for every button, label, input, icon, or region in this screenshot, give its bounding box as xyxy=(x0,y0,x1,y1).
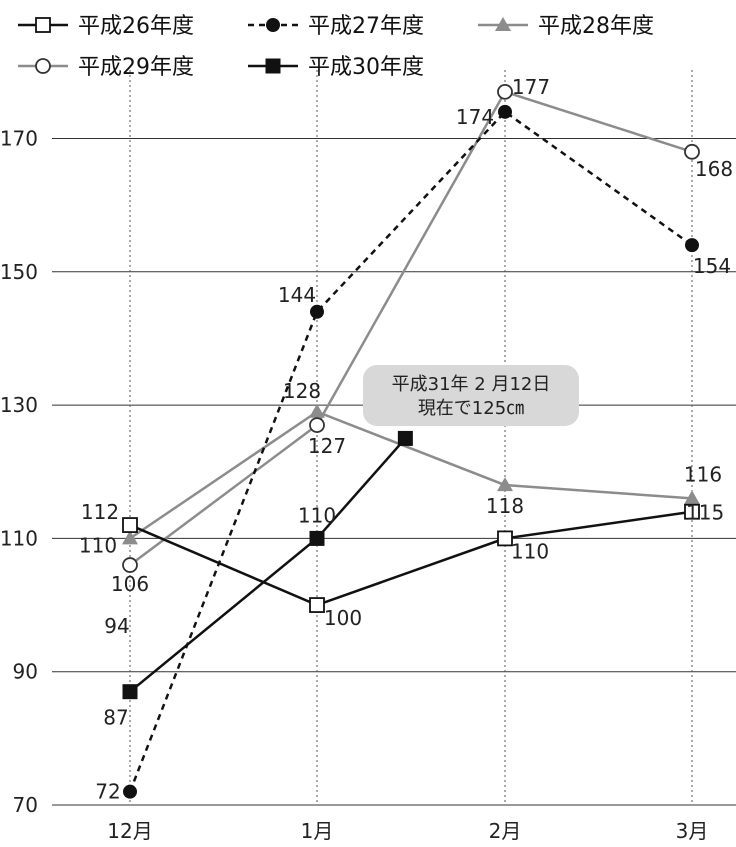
legend-label: 平成30年度 xyxy=(308,55,424,80)
y-tick-label: 130 xyxy=(0,393,38,417)
x-tick-label: 2月 xyxy=(489,819,522,843)
annotation-label: 94 xyxy=(104,614,129,638)
data-point xyxy=(397,430,413,446)
series-line xyxy=(128,110,693,793)
data-label: 144 xyxy=(278,283,316,307)
legend-marker xyxy=(266,18,280,32)
data-label: 87 xyxy=(103,706,128,730)
data-point xyxy=(684,143,700,160)
legend-item: 平成28年度 xyxy=(478,14,654,39)
y-tick-label: 70 xyxy=(13,793,38,817)
series-0 xyxy=(122,503,700,613)
data-label: 115 xyxy=(686,501,724,525)
legend-marker xyxy=(35,58,51,74)
callout-text-line: 現在で125㎝ xyxy=(418,398,524,419)
data-point xyxy=(309,530,325,546)
data-label: 72 xyxy=(95,780,120,804)
series-4 xyxy=(122,430,413,700)
legend-item: 平成29年度 xyxy=(18,55,194,80)
y-tick-label: 170 xyxy=(0,127,38,151)
data-labels: 112 100 110 115 72 144 174 154 110 128 118 116 106 12… xyxy=(79,75,733,804)
legend-item: 平成27年度 xyxy=(248,14,424,39)
data-point xyxy=(309,417,325,433)
data-label: 154 xyxy=(693,254,731,278)
data-label: 100 xyxy=(324,606,362,630)
data-label: 168 xyxy=(695,157,733,181)
legend-label: 平成26年度 xyxy=(78,14,194,39)
series-1 xyxy=(123,104,699,799)
series-line xyxy=(129,90,693,567)
data-point xyxy=(309,403,325,418)
series-line xyxy=(129,510,693,607)
data-label: 118 xyxy=(486,494,524,518)
data-point xyxy=(310,304,324,319)
y-axis-ticks: 70 90 110 130 150 170 xyxy=(0,127,38,818)
legend-label: 平成28年度 xyxy=(538,14,654,39)
y-tick-label: 110 xyxy=(0,526,38,550)
data-point xyxy=(684,490,700,505)
callout-text-line: 平成31年 2 月12日 xyxy=(392,374,551,395)
data-point xyxy=(684,503,700,520)
series-line xyxy=(129,437,407,693)
callout-box xyxy=(363,365,579,426)
legend-label: 平成27年度 xyxy=(308,14,424,39)
data-point xyxy=(497,83,513,100)
data-point xyxy=(497,530,513,547)
data-label: 127 xyxy=(308,434,346,458)
data-point xyxy=(685,238,699,253)
data-label: 110 xyxy=(298,503,336,527)
data-point xyxy=(122,684,138,700)
data-label: 177 xyxy=(512,75,550,99)
legend-label: 平成29年度 xyxy=(78,55,194,80)
data-label: 174 xyxy=(456,105,494,129)
data-label: 116 xyxy=(684,462,722,486)
series-line xyxy=(129,410,693,540)
data-label: 106 xyxy=(111,572,149,596)
x-tick-label: 12月 xyxy=(107,819,152,843)
data-point xyxy=(122,517,138,533)
data-label: 110 xyxy=(79,533,117,557)
legend-item: 平成30年度 xyxy=(248,55,424,80)
grid xyxy=(52,70,736,806)
legend-marker xyxy=(35,17,51,33)
legend-marker xyxy=(265,58,281,74)
series-3 xyxy=(122,83,700,573)
data-point xyxy=(122,530,138,545)
data-point xyxy=(122,557,138,573)
x-tick-label: 1月 xyxy=(301,819,334,843)
data-point xyxy=(498,104,512,119)
series-2 xyxy=(122,403,700,545)
data-point xyxy=(123,784,137,799)
y-tick-label: 90 xyxy=(13,660,38,684)
data-point xyxy=(497,477,513,492)
x-tick-label: 3月 xyxy=(676,819,709,843)
data-label: 128 xyxy=(283,379,321,403)
data-label: 112 xyxy=(81,500,119,524)
y-tick-label: 150 xyxy=(0,260,38,284)
data-label: 110 xyxy=(511,539,549,563)
legend-item: 平成26年度 xyxy=(18,14,194,39)
legend-marker xyxy=(495,17,511,31)
data-point xyxy=(309,597,325,613)
x-axis-ticks: 12月 1月 2月 3月 xyxy=(107,819,708,843)
series-group xyxy=(122,83,700,799)
